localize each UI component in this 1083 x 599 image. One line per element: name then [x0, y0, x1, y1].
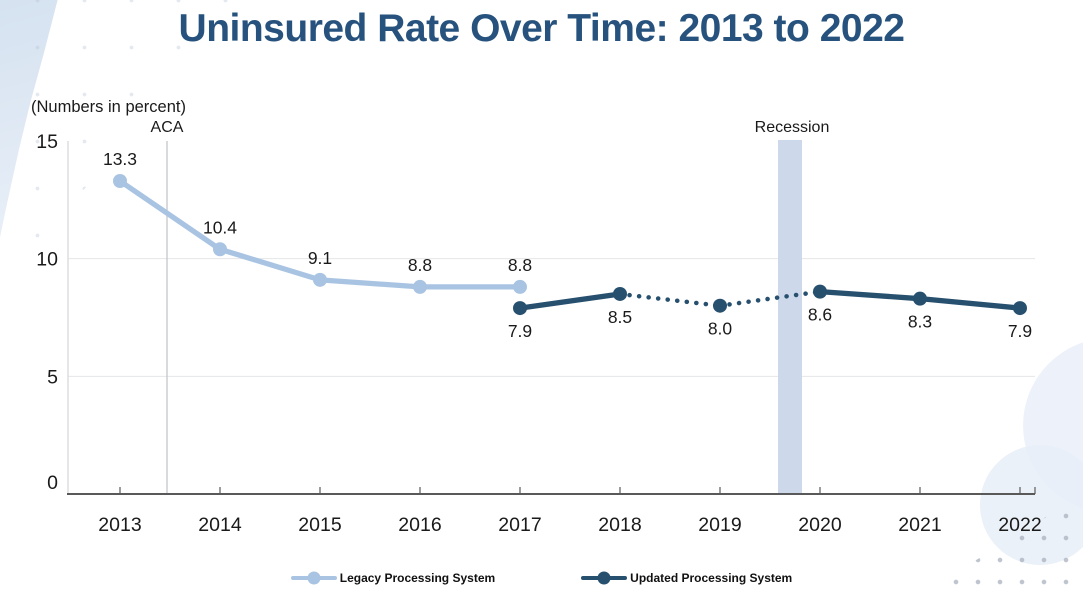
recession-band: [778, 140, 802, 494]
data-label: 8.3: [908, 312, 932, 332]
legend-item-legacy: Legacy Processing System: [290, 571, 496, 585]
aca-annotation-label: ACA: [150, 119, 184, 136]
series-line-segment: [317, 277, 423, 290]
chart-legend: Legacy Processing System Updated Process…: [0, 571, 1083, 585]
data-point-marker: [613, 286, 627, 301]
legacy-series-marker-icon: [307, 571, 321, 585]
y-tick-label: 15: [36, 131, 58, 153]
data-label: 8.0: [708, 319, 733, 339]
x-tick-label: 2022: [998, 514, 1041, 536]
y-tick-label: 10: [36, 249, 58, 271]
series-line-segment: [217, 246, 323, 283]
series-line-segment: [817, 288, 923, 302]
series-line-segment: [517, 291, 623, 311]
data-point-marker: [413, 279, 427, 294]
data-point-marker: [713, 298, 727, 313]
data-point-marker: [913, 291, 927, 306]
data-label: 7.9: [1008, 321, 1032, 341]
x-tick-label: 2017: [498, 514, 541, 536]
x-tick-label: 2013: [98, 514, 141, 536]
legacy-series-swatch: [290, 571, 337, 585]
updated-series-marker-icon: [597, 571, 611, 585]
data-point-marker: [113, 174, 127, 189]
axis-units-note: (Numbers in percent): [31, 98, 186, 116]
legend-label-legacy: Legacy Processing System: [339, 571, 496, 585]
data-point-marker: [213, 242, 227, 257]
chart-title: Uninsured Rate Over Time: 2013 to 2022: [178, 7, 905, 50]
data-label: 8.8: [508, 255, 532, 275]
data-point-marker: [513, 279, 527, 294]
data-point-marker: [1013, 301, 1027, 316]
legend-item-updated: Updated Processing System: [581, 571, 792, 585]
recession-annotation-label: Recession: [754, 119, 830, 136]
updated-series-swatch: [581, 571, 628, 585]
data-label: 9.1: [308, 248, 332, 268]
data-label: 8.8: [408, 255, 432, 275]
legend-label-updated: Updated Processing System: [630, 571, 793, 585]
series-line-segment: [917, 296, 1023, 311]
x-tick-label: 2016: [398, 514, 441, 536]
data-point-marker: [513, 301, 527, 316]
data-label: 8.5: [608, 307, 632, 327]
x-tick-label: 2019: [698, 514, 741, 536]
y-tick-label: 5: [47, 366, 58, 388]
x-tick-label: 2015: [298, 514, 342, 536]
data-point-marker: [313, 272, 327, 287]
series-line-segment: [717, 289, 823, 308]
x-tick-label: 2020: [798, 514, 842, 536]
x-tick-label: 2021: [898, 514, 941, 536]
series-line-segment: [617, 291, 723, 308]
data-label: 7.9: [508, 321, 532, 341]
series-line-segment: [117, 178, 223, 252]
data-label: 8.6: [808, 305, 832, 325]
x-tick-label: 2018: [598, 514, 641, 536]
x-tick-label: 2014: [198, 514, 242, 536]
data-label: 13.3: [103, 149, 137, 169]
y-tick-label: 0: [47, 472, 58, 494]
data-label: 10.4: [203, 217, 237, 237]
data-point-marker: [813, 284, 827, 299]
